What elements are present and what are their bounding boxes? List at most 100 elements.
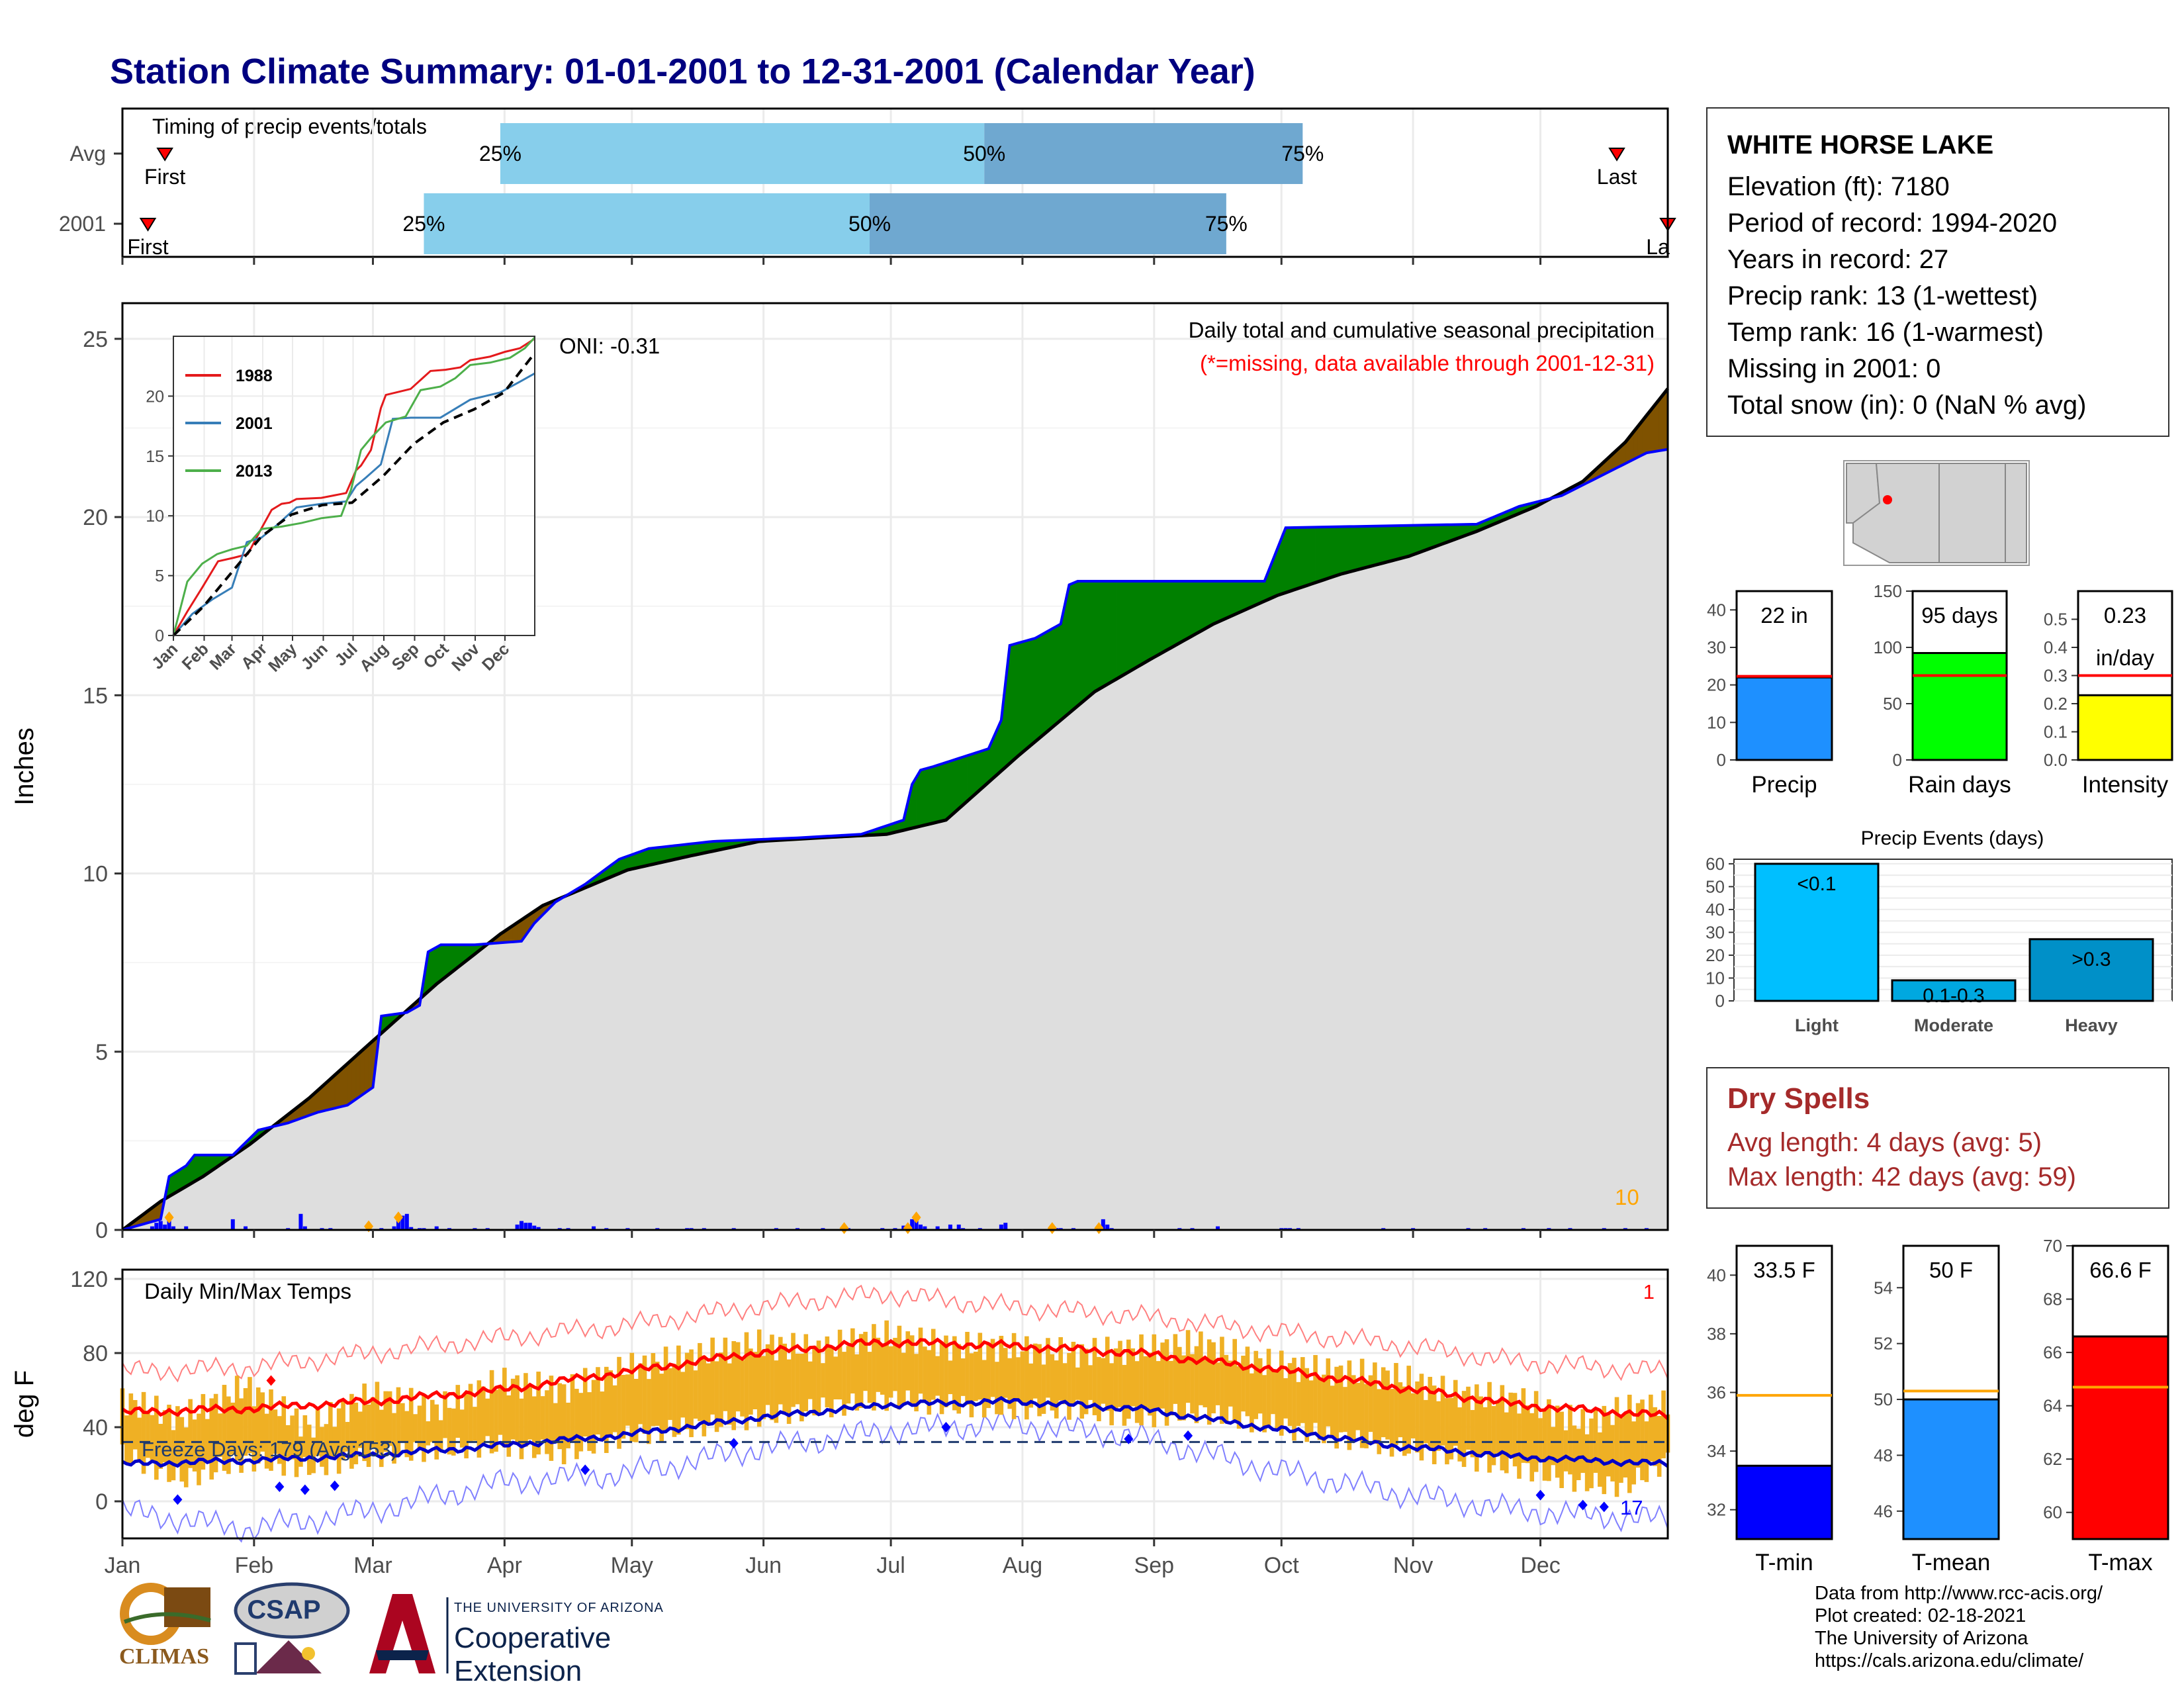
daily-temp-bar — [807, 1361, 813, 1399]
daily-temp-bar — [931, 1329, 936, 1400]
daily-temp-bar — [459, 1409, 465, 1448]
tmin-normal-line — [121, 1395, 1669, 1468]
departure-fill — [1175, 581, 1180, 646]
daily-temp-bar — [1649, 1394, 1653, 1462]
departure-fill — [1179, 581, 1185, 643]
daily-temp-bar — [1071, 1341, 1076, 1406]
departure-fill — [1285, 527, 1291, 593]
daily-temp-bar — [999, 1335, 1004, 1415]
daily-temp-bar — [680, 1372, 686, 1418]
x-month-label: Nov — [1393, 1553, 1433, 1578]
corner-bottom-value: 17 — [1620, 1496, 1643, 1519]
summary-bar — [1911, 652, 2008, 761]
daily-temp-bar — [1653, 1407, 1658, 1466]
daily-temp-bar — [909, 1335, 915, 1405]
summary-y-tick: 46 — [1874, 1501, 1893, 1521]
daily-temp-bar — [1610, 1425, 1615, 1482]
x-month-label: Apr — [487, 1553, 522, 1578]
record-high-marker — [266, 1375, 276, 1386]
daily-temps-panel: 0 40 80 120 Jan Feb Mar Apr May Jun Jul Aug Sep Oct No… — [10, 1267, 1670, 1578]
departure-fill — [1426, 524, 1431, 551]
daily-temp-bar — [578, 1393, 584, 1452]
event-y-tick: 60 — [1706, 854, 1725, 874]
daily-temp-bar — [392, 1413, 396, 1464]
daily-temp-bar — [714, 1361, 719, 1432]
daily-temp-bar — [485, 1398, 490, 1436]
daily-temp-bar — [816, 1340, 821, 1416]
daily-temp-bar — [1449, 1397, 1454, 1460]
record-low-marker — [275, 1481, 285, 1492]
snow-marker — [393, 1211, 403, 1224]
summary-y-tick: 50 — [1874, 1389, 1893, 1409]
ua-logo-small-text: THE UNIVERSITY OF ARIZONA — [454, 1601, 664, 1615]
daily-temp-bar — [132, 1400, 138, 1450]
credits-created: Plot created: 02-18-2021 — [1815, 1605, 2026, 1626]
daily-temp-bar — [1266, 1348, 1271, 1429]
daily-temp-bar — [1028, 1363, 1034, 1408]
daily-temp-bar — [935, 1356, 940, 1396]
oni-label: ONI: -0.31 — [559, 334, 660, 358]
daily-temp-bar — [795, 1354, 800, 1405]
daily-temp-bar — [1062, 1363, 1068, 1405]
daily-precip-bar — [167, 1217, 171, 1230]
inset-y-tick: 20 — [146, 387, 164, 406]
daily-temp-bar — [1079, 1344, 1085, 1419]
departure-fill — [1243, 581, 1248, 611]
departure-fill — [1043, 630, 1048, 735]
daily-temp-bar — [812, 1346, 817, 1416]
daily-temp-bar — [277, 1416, 282, 1464]
station-precip-rank: Precip rank: 13 (1-wettest) — [1727, 281, 2038, 310]
daily-temp-bar — [591, 1380, 596, 1454]
x-month-label: Feb — [235, 1553, 274, 1578]
event-y-tick: 20 — [1706, 945, 1725, 965]
daily-temp-bar — [1101, 1358, 1106, 1404]
departure-fill — [1345, 526, 1350, 573]
daily-temp-bar — [1614, 1397, 1619, 1497]
departure-fill — [1162, 581, 1167, 653]
daily-temp-bar — [1415, 1381, 1420, 1453]
daily-temp-bar — [167, 1405, 171, 1482]
departure-fill — [1324, 526, 1329, 581]
daily-temp-bar — [939, 1343, 944, 1415]
daily-temp-bar — [702, 1355, 707, 1436]
departure-fill — [1009, 643, 1015, 764]
panel-title: Daily Min/Max Temps — [144, 1279, 351, 1303]
summary-y-tick: 10 — [1707, 712, 1726, 732]
y-tick-label: 5 — [95, 1040, 108, 1065]
departure-fill — [979, 749, 985, 790]
daily-temp-bar — [1257, 1358, 1263, 1414]
daily-temp-bar — [1496, 1400, 1500, 1454]
departure-fill — [950, 759, 955, 817]
departure-fill — [351, 1055, 357, 1103]
summary-y-tick: 50 — [1883, 694, 1902, 714]
daily-temp-bar — [740, 1360, 745, 1417]
daily-temp-bar — [1067, 1352, 1071, 1420]
daily-temp-bar — [1083, 1348, 1089, 1415]
daily-temp-bar — [1351, 1375, 1356, 1440]
daily-temp-bar — [1177, 1346, 1182, 1421]
daily-temp-bar — [248, 1377, 252, 1454]
daily-precip-bar — [244, 1226, 248, 1230]
daily-temp-bar — [1190, 1354, 1195, 1414]
timing-row-label: Avg — [69, 142, 106, 165]
daily-temp-bar — [523, 1373, 528, 1447]
daily-temp-bar — [1122, 1364, 1127, 1426]
summary-y-tick: 62 — [2043, 1449, 2062, 1469]
corner-top-value: 1 — [1643, 1280, 1655, 1303]
daily-temp-bar — [1482, 1407, 1488, 1454]
corner-value: 10 — [1615, 1185, 1639, 1209]
timing-title: Timing of precip events/totals — [152, 115, 427, 138]
daily-precip-bar — [163, 1224, 167, 1230]
timing-bar-50-75 — [984, 123, 1303, 184]
daily-temp-bar — [974, 1351, 978, 1401]
departure-fill — [1115, 581, 1120, 680]
departure-fill — [1226, 581, 1231, 619]
summary-y-tick: 0.4 — [2044, 637, 2068, 657]
summary-value-unit: in/day — [2096, 645, 2155, 670]
departure-fill — [976, 751, 981, 794]
daily-temp-bar — [426, 1421, 431, 1446]
snow-marker — [911, 1211, 921, 1224]
daily-temp-bar — [1126, 1339, 1131, 1419]
daily-temp-bar — [498, 1385, 503, 1435]
